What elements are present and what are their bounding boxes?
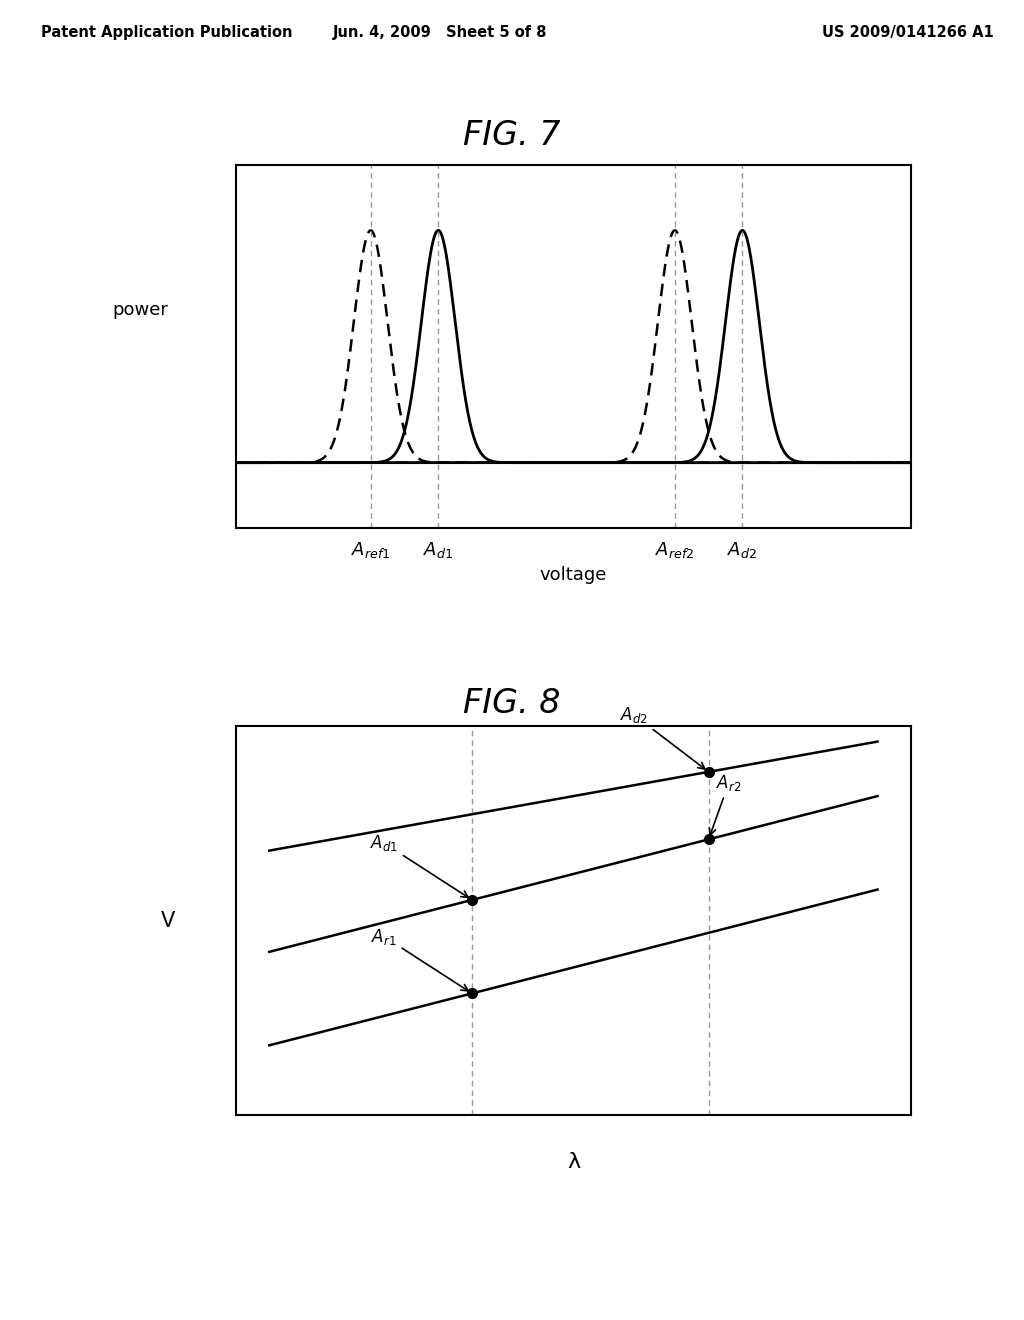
Text: V: V [161, 911, 175, 931]
Text: power: power [112, 301, 168, 319]
Text: FIG. 7: FIG. 7 [463, 120, 561, 153]
Text: $A_{d1}$: $A_{d1}$ [423, 540, 454, 560]
Text: $A_{ref1}$: $A_{ref1}$ [351, 540, 390, 560]
Text: $A_{ref2}$: $A_{ref2}$ [655, 540, 694, 560]
Text: $A_{r2}$: $A_{r2}$ [710, 772, 741, 836]
Text: $A_{r1}$: $A_{r1}$ [372, 927, 468, 991]
Text: FIG. 8: FIG. 8 [463, 686, 561, 721]
Text: US 2009/0141266 A1: US 2009/0141266 A1 [821, 25, 993, 41]
Text: voltage: voltage [540, 566, 607, 585]
Text: $A_{d2}$: $A_{d2}$ [621, 705, 705, 770]
Text: Jun. 4, 2009   Sheet 5 of 8: Jun. 4, 2009 Sheet 5 of 8 [333, 25, 548, 41]
Text: $A_{d1}$: $A_{d1}$ [371, 833, 468, 898]
Text: Patent Application Publication: Patent Application Publication [41, 25, 293, 41]
Text: λ: λ [567, 1151, 580, 1172]
Text: $A_{d2}$: $A_{d2}$ [727, 540, 758, 560]
